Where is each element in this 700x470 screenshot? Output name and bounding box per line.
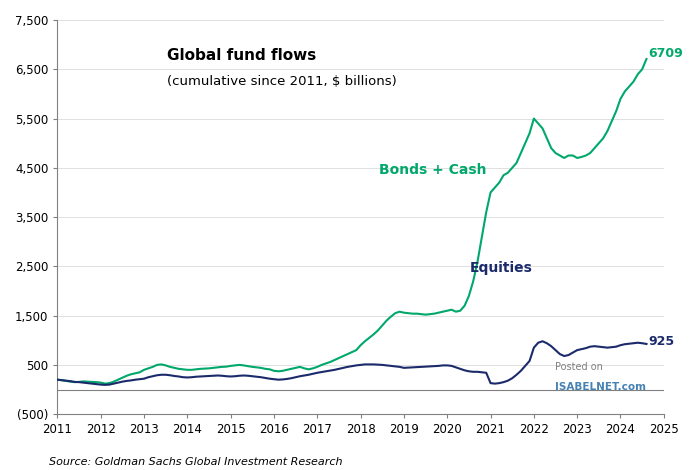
Text: Global fund flows: Global fund flows <box>167 47 316 63</box>
Text: 925: 925 <box>649 336 675 348</box>
Text: Posted on: Posted on <box>554 362 603 372</box>
Text: Source: Goldman Sachs Global Investment Research: Source: Goldman Sachs Global Investment … <box>49 457 342 467</box>
Text: 6709: 6709 <box>649 47 683 60</box>
Text: ISABELNET.com: ISABELNET.com <box>554 382 645 392</box>
Text: (cumulative since 2011, $ billions): (cumulative since 2011, $ billions) <box>167 75 396 88</box>
Text: Equities: Equities <box>470 261 533 275</box>
Text: Bonds + Cash: Bonds + Cash <box>379 163 486 177</box>
